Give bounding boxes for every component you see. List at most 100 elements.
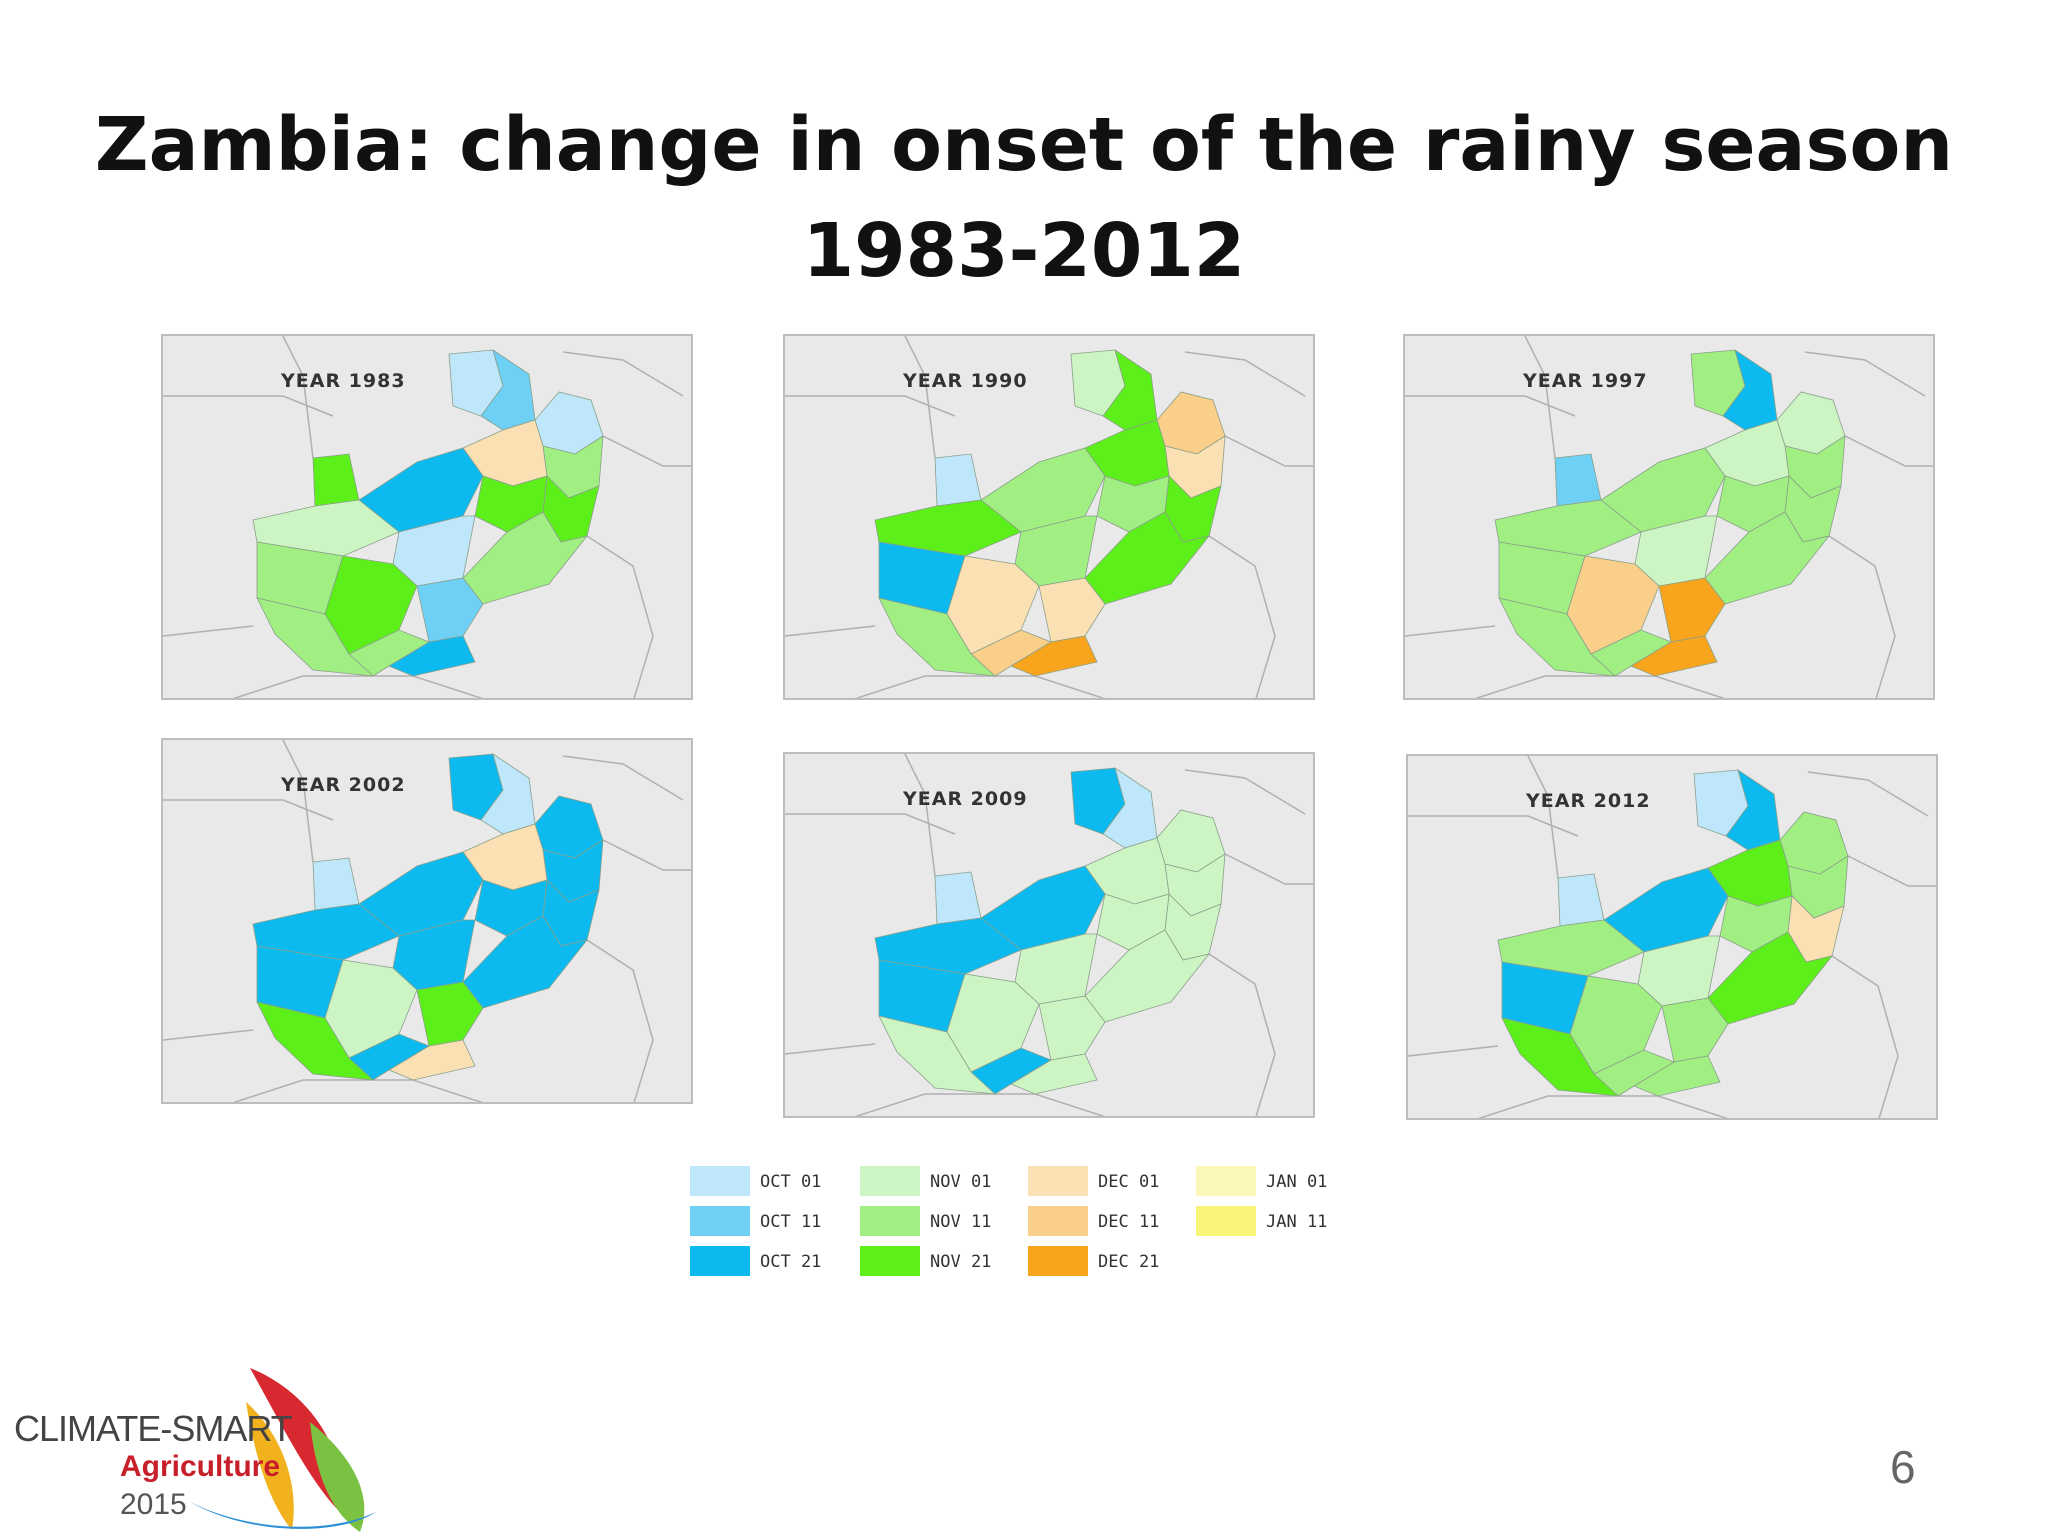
legend-swatch bbox=[1196, 1206, 1256, 1236]
neighbor-border-line bbox=[562, 755, 684, 801]
neighbor-border-line bbox=[904, 336, 936, 459]
map-canvas bbox=[785, 754, 1313, 1116]
map-canvas bbox=[163, 336, 691, 698]
legend-swatch bbox=[860, 1246, 920, 1276]
map-panel: YEAR 1983 bbox=[161, 334, 693, 700]
neighbor-border-line bbox=[1208, 953, 1276, 1116]
map-year-label: YEAR 1983 bbox=[281, 370, 406, 392]
neighbor-border-line bbox=[1224, 853, 1313, 885]
legend-label: DEC 21 bbox=[1098, 1252, 1160, 1272]
legend-swatch bbox=[690, 1246, 750, 1276]
neighbor-border-line bbox=[163, 799, 334, 821]
neighbor-border-line bbox=[1847, 855, 1936, 887]
map-region bbox=[312, 453, 360, 507]
map-region bbox=[416, 981, 484, 1047]
neighbor-border-line bbox=[785, 625, 876, 637]
map-region bbox=[1554, 453, 1602, 507]
map-region bbox=[312, 857, 360, 911]
neighbor-border-line bbox=[163, 395, 334, 417]
map-year-label: YEAR 2012 bbox=[1526, 790, 1651, 812]
map-region bbox=[878, 597, 997, 677]
neighbor-border-line bbox=[1408, 815, 1579, 837]
logo-text-year: 2015 bbox=[120, 1488, 187, 1521]
neighbor-border-line bbox=[1474, 675, 1726, 698]
neighbor-border-line bbox=[1831, 955, 1899, 1118]
neighbor-border-line bbox=[1527, 756, 1559, 879]
map-region bbox=[934, 453, 982, 507]
title-line-1: Zambia: change in onset of the rainy sea… bbox=[94, 102, 1954, 188]
map-year-label: YEAR 2009 bbox=[903, 788, 1028, 810]
neighbor-border-line bbox=[602, 839, 691, 871]
logo-text-agriculture: Agriculture bbox=[120, 1450, 281, 1483]
neighbor-border-line bbox=[854, 1093, 1106, 1116]
neighbor-border-line bbox=[282, 336, 314, 459]
neighbor-border-line bbox=[562, 351, 684, 397]
climate-smart-agriculture-logo: CLIMATE-SMART Agriculture 2015 bbox=[10, 1362, 380, 1536]
neighbor-border-line bbox=[1405, 395, 1576, 417]
map-region bbox=[1038, 577, 1106, 643]
map-region bbox=[878, 1015, 997, 1095]
legend-swatch bbox=[690, 1166, 750, 1196]
neighbor-border-line bbox=[163, 625, 254, 637]
neighbor-border-line bbox=[785, 813, 956, 835]
legend-swatch bbox=[690, 1206, 750, 1236]
neighbor-border-line bbox=[785, 395, 956, 417]
legend-label: DEC 11 bbox=[1098, 1212, 1160, 1232]
neighbor-border-line bbox=[1524, 336, 1556, 459]
neighbor-border-line bbox=[602, 435, 691, 467]
legend-label: DEC 01 bbox=[1098, 1172, 1160, 1192]
legend-swatch bbox=[1028, 1246, 1088, 1276]
neighbor-border-line bbox=[586, 939, 654, 1102]
map-region bbox=[1038, 995, 1106, 1061]
legend-swatch bbox=[1028, 1166, 1088, 1196]
neighbor-border-line bbox=[785, 1043, 876, 1055]
map-region bbox=[934, 871, 982, 925]
map-region bbox=[256, 597, 375, 677]
neighbor-border-line bbox=[1804, 351, 1926, 397]
logo-text-climate-smart: CLIMATE-SMART bbox=[14, 1408, 293, 1449]
legend-label: OCT 01 bbox=[760, 1172, 822, 1192]
neighbor-border-line bbox=[1184, 351, 1306, 397]
neighbor-border-line bbox=[1844, 435, 1933, 467]
map-canvas bbox=[1405, 336, 1933, 698]
legend-swatch bbox=[1196, 1166, 1256, 1196]
legend-swatch bbox=[860, 1206, 920, 1236]
map-region bbox=[1498, 597, 1617, 677]
legend-label: OCT 11 bbox=[760, 1212, 822, 1232]
page-number: 6 bbox=[1890, 1441, 1916, 1493]
neighbor-border-line bbox=[1408, 1045, 1499, 1057]
legend-label: OCT 21 bbox=[760, 1252, 822, 1272]
legend-swatch bbox=[1028, 1206, 1088, 1236]
legend-label: NOV 01 bbox=[930, 1172, 992, 1192]
sail-logo-icon bbox=[190, 1368, 376, 1532]
map-panel: YEAR 2012 bbox=[1406, 754, 1938, 1120]
map-region bbox=[256, 1001, 375, 1081]
neighbor-border-line bbox=[282, 740, 314, 863]
map-panel: YEAR 1990 bbox=[783, 334, 1315, 700]
map-year-label: YEAR 1997 bbox=[1523, 370, 1648, 392]
map-year-label: YEAR 2002 bbox=[281, 774, 406, 796]
map-canvas bbox=[785, 336, 1313, 698]
neighbor-border-line bbox=[1184, 769, 1306, 815]
title-line-2: 1983-2012 bbox=[802, 208, 1246, 294]
legend-label: NOV 11 bbox=[930, 1212, 992, 1232]
neighbor-border-line bbox=[1828, 535, 1896, 698]
map-canvas bbox=[1408, 756, 1936, 1118]
map-year-label: YEAR 1990 bbox=[903, 370, 1028, 392]
onset-date-legend: OCT 01 OCT 11 OCT 21 NOV 01 NOV 11 NOV 2… bbox=[690, 1166, 1350, 1286]
map-region bbox=[1658, 577, 1726, 643]
neighbor-border-line bbox=[1477, 1095, 1729, 1118]
legend-label: JAN 11 bbox=[1266, 1212, 1328, 1232]
neighbor-border-line bbox=[904, 754, 936, 877]
slide-title: Zambia: change in onset of the rainy sea… bbox=[0, 92, 2048, 304]
neighbor-border-line bbox=[1807, 771, 1929, 817]
neighbor-border-line bbox=[163, 1029, 254, 1041]
legend-swatch bbox=[860, 1166, 920, 1196]
neighbor-border-line bbox=[232, 675, 484, 698]
neighbor-border-line bbox=[586, 535, 654, 698]
map-panel: YEAR 2009 bbox=[783, 752, 1315, 1118]
neighbor-border-line bbox=[232, 1079, 484, 1102]
neighbor-border-line bbox=[854, 675, 1106, 698]
neighbor-border-line bbox=[1208, 535, 1276, 698]
legend-label: JAN 01 bbox=[1266, 1172, 1328, 1192]
